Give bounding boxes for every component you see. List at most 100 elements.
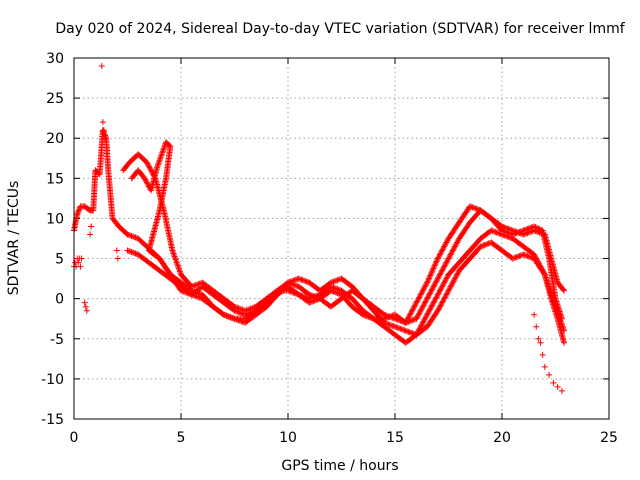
data-point <box>406 329 413 336</box>
data-point <box>228 314 235 321</box>
data-point <box>511 255 518 262</box>
data-point <box>446 286 453 293</box>
data-point <box>512 228 519 235</box>
data-point <box>507 226 514 233</box>
data-point <box>125 248 132 255</box>
data-point <box>145 183 152 190</box>
y-tick-label: 0 <box>55 292 64 308</box>
data-point <box>243 307 250 314</box>
data-point <box>441 295 448 302</box>
data-point <box>451 244 458 251</box>
data-point <box>429 302 436 309</box>
data-point <box>436 303 443 310</box>
data-point <box>147 165 154 172</box>
data-point <box>437 302 444 309</box>
data-point <box>310 293 317 300</box>
data-point <box>424 295 431 302</box>
data-point <box>499 223 505 230</box>
data-point <box>415 311 422 318</box>
data-point <box>405 328 412 335</box>
data-point <box>421 284 428 291</box>
data-point <box>561 287 568 294</box>
data-point <box>113 247 120 254</box>
data-point <box>234 316 241 323</box>
data-point <box>484 241 491 248</box>
data-point <box>236 305 243 312</box>
data-point <box>298 276 305 283</box>
data-point <box>436 252 443 259</box>
data-point <box>432 259 439 266</box>
data-point <box>293 276 300 283</box>
data-point <box>335 286 342 293</box>
data-point <box>142 176 149 183</box>
data-point <box>450 246 457 253</box>
data-point <box>390 323 397 330</box>
data-point <box>102 135 109 142</box>
data-point <box>238 318 245 325</box>
data-point <box>423 280 430 287</box>
data-point <box>430 299 437 306</box>
data-point <box>294 283 301 290</box>
data-point <box>289 289 296 296</box>
data-point <box>424 310 431 317</box>
data-point <box>425 309 432 316</box>
data-point <box>427 288 434 295</box>
data-point <box>450 278 457 285</box>
data-point <box>416 310 423 317</box>
data-point <box>290 281 297 288</box>
data-point <box>524 253 531 260</box>
x-tick-label: 25 <box>600 430 618 446</box>
data-point <box>406 311 413 318</box>
data-point <box>297 276 304 283</box>
data-point <box>515 253 522 260</box>
data-point <box>438 284 445 291</box>
data-point <box>435 290 442 297</box>
data-point <box>449 279 456 286</box>
data-point <box>131 250 138 257</box>
data-point <box>414 314 421 321</box>
x-tick-label: 0 <box>70 430 79 446</box>
y-tick-label: 25 <box>46 91 64 107</box>
data-point <box>293 290 300 297</box>
data-point <box>423 297 430 304</box>
data-point <box>539 351 546 358</box>
data-point <box>223 312 230 319</box>
data-point <box>472 205 479 212</box>
data-point <box>294 291 301 298</box>
data-point <box>230 302 237 309</box>
data-point <box>75 207 82 214</box>
data-point <box>427 272 434 279</box>
data-point <box>387 322 394 329</box>
data-point <box>390 315 397 322</box>
data-point <box>299 277 306 284</box>
data-point <box>302 278 309 285</box>
data-point <box>521 230 528 237</box>
data-point <box>406 318 413 325</box>
data-point <box>383 320 390 327</box>
data-point <box>330 284 337 291</box>
data-point <box>301 277 308 284</box>
data-point <box>440 264 447 271</box>
data-point <box>439 298 446 305</box>
data-point <box>490 228 497 235</box>
data-point <box>232 316 239 323</box>
x-tick-label: 15 <box>386 430 404 446</box>
data-point <box>421 317 428 324</box>
data-point <box>74 210 81 217</box>
data-point <box>99 119 106 126</box>
data-point <box>125 231 132 238</box>
data-point <box>143 179 150 186</box>
data-point <box>431 282 438 289</box>
data-point <box>535 228 542 235</box>
data-point <box>550 379 557 386</box>
data-point <box>98 63 105 70</box>
chart-title: Day 020 of 2024, Sidereal Day-to-day VTE… <box>55 21 625 37</box>
data-point <box>329 284 336 291</box>
data-point <box>454 239 461 246</box>
data-point <box>78 255 85 262</box>
data-point <box>508 234 515 241</box>
data-point <box>299 293 306 300</box>
data-point <box>444 256 451 263</box>
data-point <box>315 295 322 302</box>
data-point <box>422 282 429 289</box>
